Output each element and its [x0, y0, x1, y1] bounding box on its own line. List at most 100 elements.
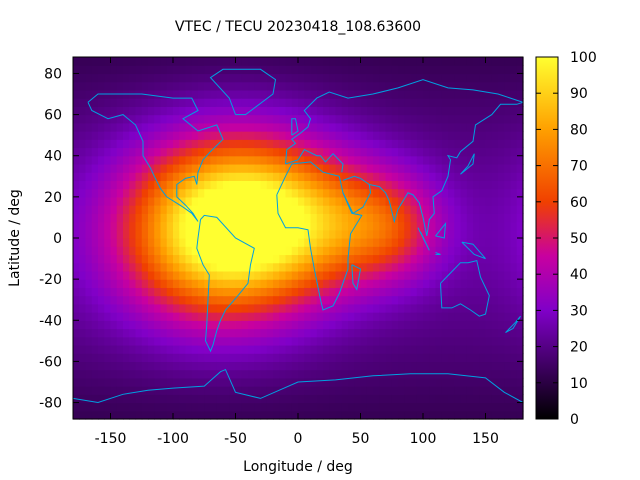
- heatmap-cell: [191, 147, 199, 157]
- heatmap-cell: [73, 188, 80, 198]
- heatmap-cell: [373, 254, 380, 264]
- heatmap-cell: [298, 279, 305, 288]
- heatmap-cell: [291, 163, 299, 173]
- heatmap-cell: [198, 287, 205, 297]
- heatmap-cell: [360, 377, 368, 387]
- heatmap-cell: [491, 328, 499, 338]
- heatmap-cell: [166, 81, 174, 91]
- x-tick-label: 100: [410, 431, 437, 447]
- heatmap-cell: [429, 163, 437, 173]
- heatmap-cell: [498, 270, 505, 280]
- heatmap-cell: [260, 180, 268, 190]
- heatmap-cell: [235, 320, 243, 330]
- heatmap-cell: [348, 361, 355, 371]
- heatmap-cell: [385, 221, 393, 231]
- heatmap-cell: [73, 270, 80, 280]
- heatmap-cell: [454, 287, 462, 297]
- heatmap-cell: [460, 295, 468, 305]
- heatmap-cell: [466, 336, 474, 346]
- heatmap-cell: [516, 295, 524, 305]
- heatmap-cell: [441, 328, 449, 338]
- heatmap-cell: [266, 98, 274, 107]
- heatmap-cell: [104, 344, 112, 354]
- heatmap-cell: [391, 205, 399, 214]
- heatmap-cell: [510, 172, 518, 182]
- heatmap-cell: [266, 147, 274, 157]
- heatmap-cell: [429, 131, 437, 140]
- heatmap-cell: [116, 410, 124, 420]
- heatmap-cell: [410, 196, 418, 206]
- heatmap-cell: [79, 402, 87, 412]
- heatmap-cell: [379, 394, 387, 404]
- heatmap-cell: [398, 98, 405, 107]
- heatmap-cell: [85, 98, 93, 107]
- heatmap-cell: [279, 353, 287, 363]
- heatmap-cell: [504, 287, 512, 297]
- heatmap-cell: [385, 172, 393, 182]
- heatmap-cell: [204, 353, 212, 363]
- heatmap-cell: [210, 98, 218, 107]
- heatmap-cell: [148, 98, 155, 107]
- heatmap-cell: [129, 229, 137, 239]
- heatmap-cell: [116, 139, 124, 149]
- heatmap-cell: [179, 122, 187, 132]
- heatmap-cell: [304, 57, 312, 66]
- heatmap-cell: [479, 246, 487, 256]
- heatmap-cell: [510, 155, 518, 165]
- heatmap-cell: [91, 377, 99, 387]
- x-tick-label: 150: [472, 431, 499, 447]
- heatmap-cell: [491, 270, 499, 280]
- heatmap-cell: [341, 312, 349, 321]
- heatmap-cell: [373, 180, 380, 190]
- heatmap-cell: [98, 312, 105, 321]
- heatmap-cell: [73, 344, 80, 354]
- heatmap-cell: [429, 402, 437, 412]
- heatmap-cell: [98, 229, 105, 239]
- heatmap-cell: [85, 65, 93, 75]
- heatmap-cell: [498, 303, 505, 313]
- heatmap-cell: [448, 213, 455, 223]
- heatmap-cell: [229, 254, 237, 264]
- heatmap-cell: [235, 81, 243, 91]
- heatmap-cell: [491, 163, 499, 173]
- heatmap-cell: [329, 98, 337, 107]
- heatmap-cell: [85, 205, 93, 214]
- heatmap-cell: [516, 213, 524, 223]
- heatmap-cell: [254, 73, 262, 83]
- heatmap-cell: [354, 147, 362, 157]
- heatmap-cell: [123, 155, 130, 165]
- heatmap-cell: [466, 287, 474, 297]
- heatmap-cell: [148, 246, 155, 256]
- heatmap-cell: [198, 229, 205, 239]
- heatmap-cell: [416, 361, 424, 371]
- heatmap-cell: [129, 114, 137, 124]
- heatmap-cell: [210, 139, 218, 149]
- heatmap-cell: [516, 394, 524, 404]
- heatmap-cell: [135, 377, 143, 387]
- heatmap-cell: [504, 361, 512, 371]
- heatmap-cell: [373, 369, 380, 379]
- heatmap-cell: [279, 147, 287, 157]
- heatmap-cell: [273, 246, 280, 256]
- heatmap-cell: [335, 122, 343, 132]
- heatmap-cell: [360, 369, 368, 379]
- heatmap-cell: [279, 139, 287, 149]
- heatmap-cell: [460, 246, 468, 256]
- heatmap-cell: [166, 369, 174, 379]
- heatmap-cell: [260, 410, 268, 420]
- heatmap-grid: [73, 57, 524, 420]
- heatmap-cell: [316, 213, 324, 223]
- heatmap-cell: [235, 328, 243, 338]
- heatmap-cell: [341, 155, 349, 165]
- heatmap-cell: [141, 221, 149, 231]
- heatmap-cell: [73, 155, 80, 165]
- heatmap-cell: [379, 131, 387, 140]
- heatmap-cell: [485, 89, 493, 99]
- heatmap-cell: [410, 155, 418, 165]
- heatmap-cell: [198, 89, 205, 99]
- heatmap-cell: [229, 81, 237, 91]
- heatmap-cell: [273, 172, 280, 182]
- heatmap-cell: [366, 73, 374, 83]
- heatmap-cell: [185, 89, 193, 99]
- heatmap-cell: [398, 328, 405, 338]
